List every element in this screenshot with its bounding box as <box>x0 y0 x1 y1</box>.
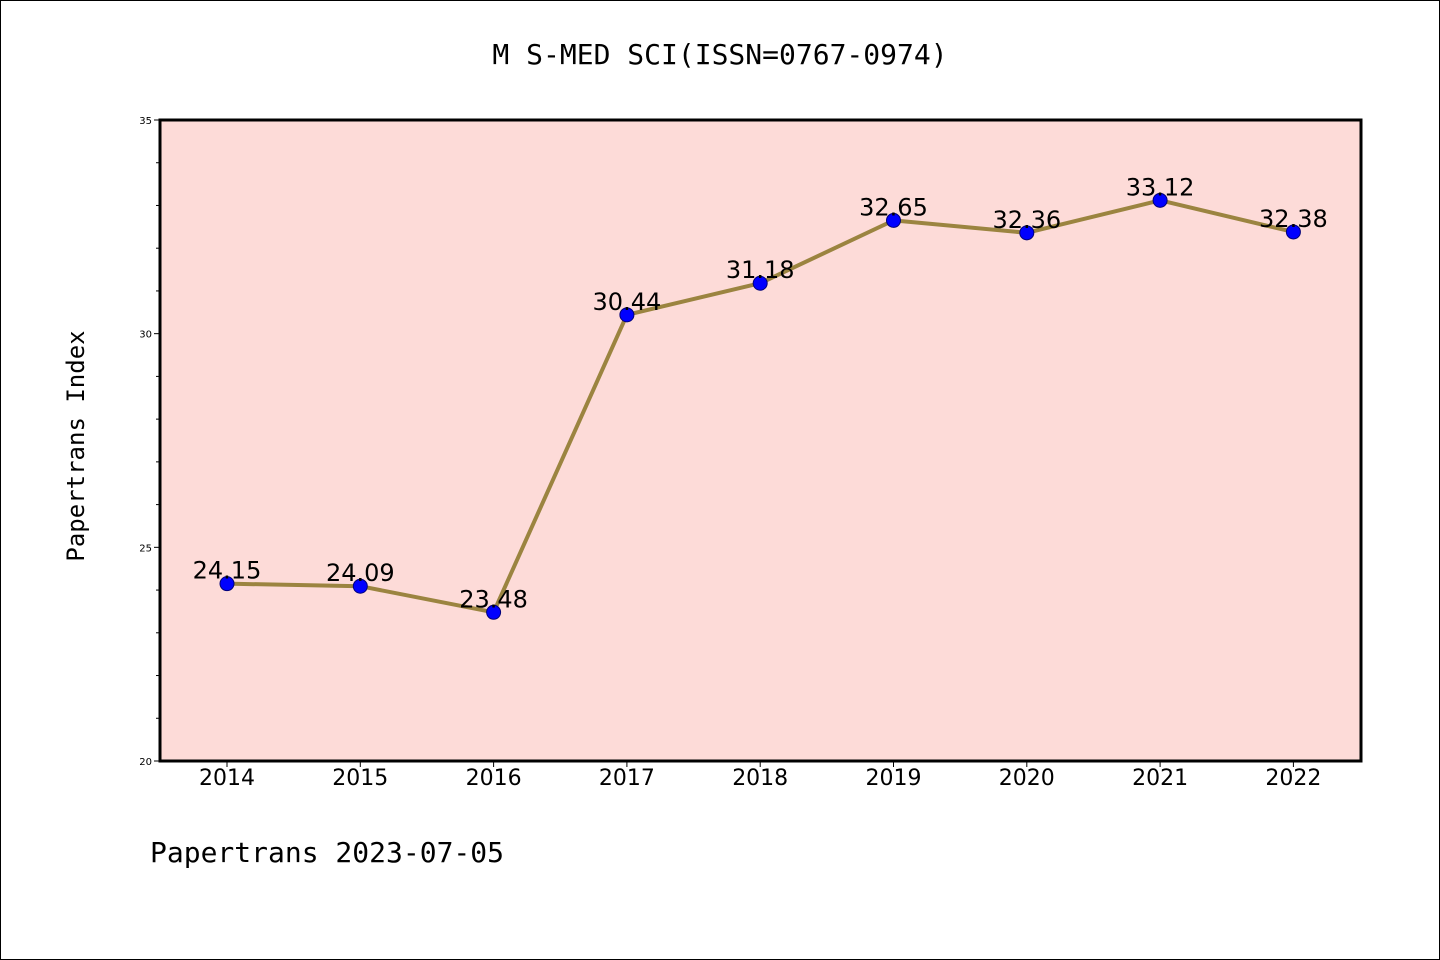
footer-note: Papertrans 2023-07-05 <box>150 836 505 869</box>
x-tick-label: 2015 <box>332 766 388 791</box>
x-tick-label: 2021 <box>1132 766 1188 791</box>
plot-area <box>160 120 1361 761</box>
y-tick-label: 30 <box>139 330 152 341</box>
y-tick-label: 20 <box>139 757 152 768</box>
data-point <box>1152 192 1168 208</box>
data-point <box>352 578 368 594</box>
data-label: 24.15 <box>193 557 262 585</box>
data-point <box>1285 224 1301 240</box>
x-tick-label: 2020 <box>999 766 1055 791</box>
x-tick-label: 2019 <box>866 766 922 791</box>
data-point <box>752 275 768 291</box>
data-label: 24.09 <box>326 559 395 587</box>
x-tick-label: 2018 <box>732 766 788 791</box>
x-tick-label: 2014 <box>199 766 255 791</box>
data-point <box>886 212 901 228</box>
y-tick-label: 35 <box>139 116 152 127</box>
data-label: 32.36 <box>992 206 1061 234</box>
x-tick-label: 2017 <box>599 766 655 791</box>
data-label: 31.18 <box>726 256 795 284</box>
data-point <box>619 307 635 323</box>
data-point <box>1019 225 1035 241</box>
y-tick-label: 25 <box>139 543 152 554</box>
data-label: 30.44 <box>593 288 662 316</box>
data-label: 23.48 <box>459 585 528 613</box>
data-label: 32.38 <box>1259 205 1328 233</box>
data-label: 33.12 <box>1126 173 1195 201</box>
x-tick-label: 2016 <box>466 766 522 791</box>
plot-border <box>158 118 1363 763</box>
x-tick-label: 2022 <box>1265 766 1321 791</box>
data-label: 32.65 <box>859 193 928 221</box>
data-point <box>486 604 502 620</box>
data-point <box>219 576 235 592</box>
chart-title: M S-MED SCI(ISSN=0767-0974) <box>492 38 948 71</box>
